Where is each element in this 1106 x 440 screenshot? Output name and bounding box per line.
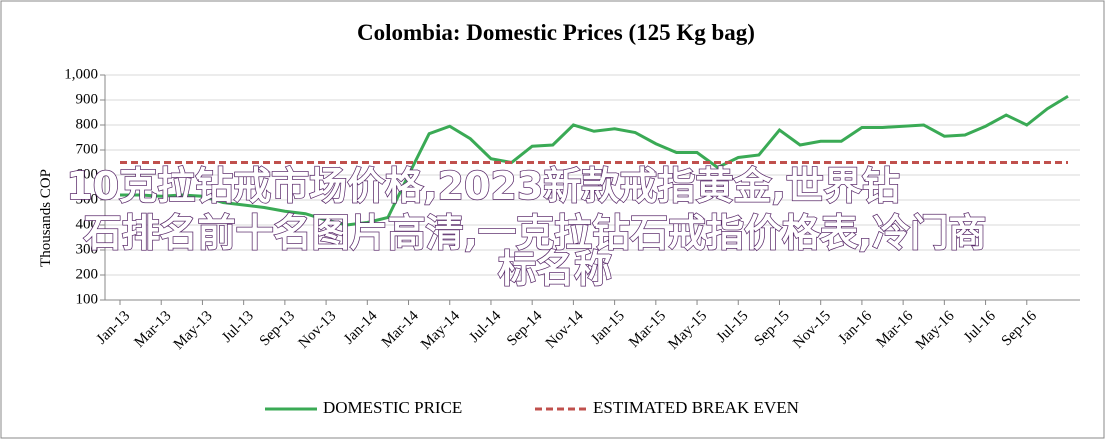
y-tick-label: 100 (76, 291, 99, 307)
y-tick-label: 900 (76, 91, 99, 107)
overlay-text: 标名称 (498, 247, 612, 291)
y-axis-title: Thousands COP (38, 169, 54, 267)
overlay-text: 10克拉钻戒市场价格,2023新款戒指黄金,世界钻 (66, 164, 900, 208)
y-tick-label: 600 (76, 166, 99, 182)
y-tick-label: 1,000 (64, 66, 98, 82)
y-tick-label: 200 (76, 266, 99, 282)
legend-label: ESTIMATED BREAK EVEN (593, 398, 799, 417)
y-tick-label: 400 (76, 216, 99, 232)
series-line (120, 94, 1069, 227)
y-tick-label: 300 (76, 241, 99, 257)
chart-title: Colombia: Domestic Prices (125 Kg bag) (357, 20, 755, 45)
overlay-text: 石排名前十名图片高清,一克拉钻石戒指价格表,冷门商 (84, 211, 987, 255)
legend-label: DOMESTIC PRICE (323, 398, 462, 417)
y-tick-label: 800 (76, 116, 99, 132)
y-tick-label: 700 (76, 141, 99, 157)
y-tick-label: 500 (76, 191, 99, 207)
